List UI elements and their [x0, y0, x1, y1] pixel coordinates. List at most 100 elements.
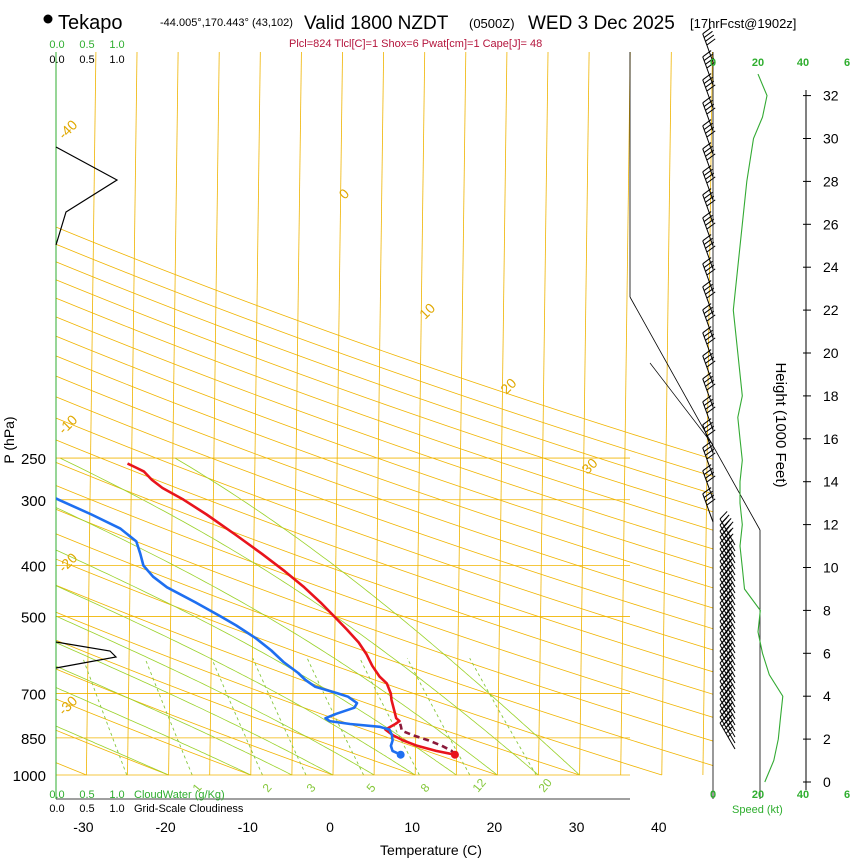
moist-adiabat-line: [56, 687, 251, 776]
mixing-ratio-line: [211, 658, 263, 776]
wind-barb-flag: [703, 191, 713, 199]
moist-adiabat-line: [56, 642, 334, 776]
cloudwater-tick-bottom: 0.5: [79, 789, 94, 801]
isotherm-line: [497, 52, 508, 776]
cloudwater-tick-top: 0.0: [49, 39, 64, 51]
wind-barb-staff: [702, 217, 714, 247]
mixing-ratio-line: [469, 657, 537, 776]
dry-adiabat-line: [56, 375, 713, 609]
wind-barb-icon: [702, 303, 716, 339]
wind-barb-icon: [702, 96, 716, 132]
wind-barb-flag: [705, 172, 715, 180]
isotherm-line: [86, 52, 97, 776]
wind-barb-flag: [705, 103, 715, 111]
wind-barb-flag: [705, 333, 715, 341]
dry-adiabat-line: [56, 558, 662, 776]
height-tick-label: 22: [823, 302, 839, 318]
wind-barb-flag: [719, 511, 728, 520]
wind-barb-flag: [705, 471, 715, 479]
wind-barb-flag: [706, 61, 716, 69]
wind-barb-staff: [702, 309, 714, 339]
cloudiness-profile-lower: [55, 641, 118, 669]
wind-barb-flag: [706, 176, 716, 184]
wind-barb-flag: [702, 280, 712, 288]
wind-barb-flag: [719, 577, 728, 586]
wind-barb-flag: [703, 30, 713, 38]
isotherm-line: [291, 52, 302, 776]
wind-barb-staff: [719, 716, 736, 744]
dry-adiabat-line: [56, 243, 713, 477]
wind-barb-flag: [719, 619, 728, 628]
wind-barb-flag: [706, 84, 716, 92]
height-tick-label: 18: [823, 388, 839, 404]
wind-barb-flag: [703, 283, 713, 291]
wind-barb-flag: [703, 237, 713, 245]
wind-barb-flag: [705, 195, 715, 203]
cloudwater-tick-bottom: 1.0: [109, 789, 124, 801]
wind-barb-flag: [705, 356, 715, 364]
speed-tick-extra: 6: [844, 57, 850, 69]
wind-barb-flag: [719, 541, 728, 550]
wind-barb-flag: [706, 314, 716, 322]
wind-barb-staff: [702, 424, 714, 454]
dry-adiabat-line: [56, 335, 713, 569]
location-name: Tekapo: [58, 12, 123, 34]
wind-barb-staff: [702, 263, 714, 293]
wind-barb-icon: [702, 487, 716, 523]
sounding-params: Plcl=824 Tlcl[C]=1 Shox=6 Pwat[cm]=1 Cap…: [289, 38, 542, 50]
wind-barb-flag: [706, 429, 716, 437]
temperature-tick-label: 40: [651, 819, 667, 835]
isotherm-line: [579, 52, 590, 776]
wind-barb-flag: [703, 467, 713, 475]
wind-barb-flag: [719, 667, 728, 676]
location-coords: -44.005°,170.443° (43,102): [160, 17, 293, 29]
isotherm-line: [373, 52, 385, 776]
height-tick-label: 28: [823, 173, 839, 189]
wind-barb-icon: [702, 326, 716, 362]
dry-adiabat-line: [56, 355, 713, 589]
dry-adiabat-line: [56, 533, 713, 766]
temperature-tick-label: -20: [155, 819, 175, 835]
isotherm-line: [414, 52, 426, 776]
mixing-ratio-line: [306, 658, 364, 776]
wind-barb-flag: [706, 360, 716, 368]
wind-barb-flag: [719, 709, 728, 718]
speed-tick-top: 0: [710, 57, 716, 69]
wind-barb-flag: [702, 257, 712, 265]
temperature-tick-label: 10: [404, 819, 420, 835]
surface-temperature-dot: [450, 750, 459, 759]
wind-barb-flag: [719, 601, 728, 610]
wind-barb-flag: [702, 165, 712, 173]
pressure-tick-label: 850: [21, 731, 46, 748]
wind-barb-icon: [702, 464, 716, 500]
wind-barb-icon: [702, 395, 716, 431]
height-tick-label: 16: [823, 431, 839, 447]
wind-barb-flag: [702, 211, 712, 219]
dry-adiabat-line: [56, 485, 713, 718]
wind-barb-flag: [719, 607, 728, 616]
wind-barb-flag: [719, 631, 728, 640]
wind-barb-icon: [702, 418, 716, 454]
wind-speed-profile-line: [732, 73, 784, 783]
wind-barb-flag: [719, 589, 728, 598]
wind-barb-flag: [702, 303, 712, 311]
wind-barb-flag: [703, 398, 713, 406]
height-tick-label: 20: [823, 345, 839, 361]
wind-barb-staff: [702, 79, 714, 109]
cloudiness-profile-upper: [55, 146, 119, 246]
wind-barb-flag: [702, 188, 712, 196]
speed-tick-top: 20: [752, 57, 764, 69]
wind-barb-flag: [719, 697, 728, 706]
dry-adiabat-line: [56, 226, 713, 460]
wind-barb-flag: [702, 96, 712, 104]
dry-adiabat-line: [56, 316, 713, 550]
wind-barb-flag: [706, 153, 716, 161]
wind-barb-icon: [702, 73, 716, 109]
height-axis-title: Height (1000 Feet): [772, 362, 789, 487]
mixing-ratio-line: [252, 658, 307, 776]
wind-barb-flag: [703, 53, 713, 61]
pressure-tick-label: 500: [21, 610, 46, 627]
wind-barb-icon: [702, 188, 716, 224]
pressure-tick-label: 400: [21, 559, 46, 576]
wind-barb-icon: [702, 142, 716, 178]
